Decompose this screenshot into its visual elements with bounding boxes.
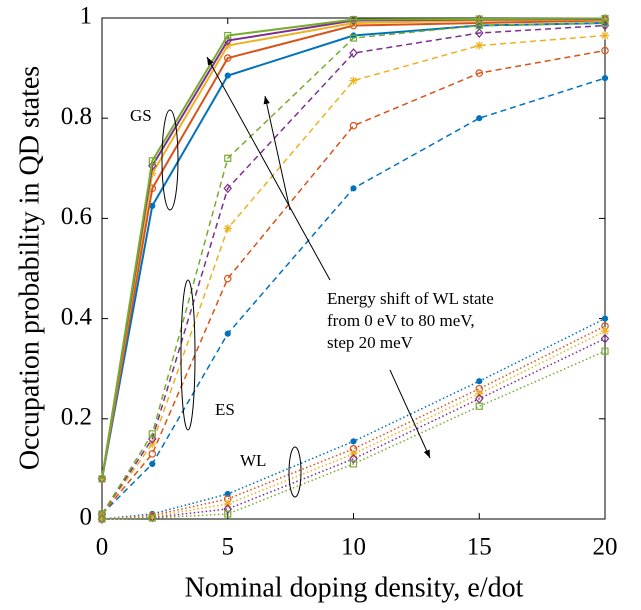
series-line — [101, 19, 606, 480]
y-tick-label: 0.8 — [61, 103, 92, 130]
marker — [349, 48, 358, 58]
arrow — [389, 369, 431, 459]
series-line — [101, 350, 606, 520]
marker — [476, 378, 483, 385]
marker — [349, 449, 358, 458]
marker — [350, 185, 357, 192]
marker — [97, 474, 107, 484]
axes-box — [101, 17, 606, 520]
marker — [148, 157, 156, 165]
marker — [223, 499, 232, 508]
marker — [148, 450, 157, 458]
marker — [350, 438, 357, 445]
marker — [223, 41, 232, 50]
marker — [475, 41, 484, 50]
y-tick-label: 1 — [80, 3, 93, 30]
plot-area: 00.20.40.60.810 5 10 15 20 — [61, 3, 618, 561]
annotation: from 0 eV to 80 meV, — [327, 311, 475, 330]
marker — [349, 34, 358, 42]
series-line — [101, 18, 606, 480]
marker — [600, 333, 610, 344]
marker — [148, 160, 157, 171]
marker — [224, 31, 232, 40]
marker — [148, 514, 156, 522]
marker — [601, 75, 609, 82]
x-tick-label: 5 — [222, 534, 235, 561]
marker — [349, 460, 358, 468]
es-ellipse — [180, 279, 196, 431]
y-tick-label: 0.2 — [61, 404, 92, 431]
marker — [223, 54, 232, 62]
series-line — [101, 337, 606, 520]
marker — [97, 514, 107, 524]
marker — [148, 169, 157, 178]
annotation: Energy shift of WL state — [327, 289, 494, 308]
arrow — [206, 56, 331, 281]
marker — [474, 28, 484, 38]
annotation: WL — [240, 451, 266, 470]
x-tick-label: 15 — [467, 534, 492, 561]
series-line — [101, 317, 606, 520]
x-tick-label: 10 — [341, 534, 366, 561]
marker — [148, 512, 157, 521]
series-line — [101, 325, 606, 520]
marker — [224, 330, 231, 337]
annotation: GS — [130, 106, 152, 125]
marker — [223, 274, 232, 283]
marker — [148, 430, 156, 438]
x-tick-label: 20 — [593, 534, 618, 561]
annotation: ES — [215, 400, 235, 419]
marker — [349, 453, 358, 464]
y-tick-label: 0 — [80, 504, 93, 531]
marker — [601, 327, 609, 336]
marker — [475, 389, 484, 398]
marker — [475, 402, 483, 410]
marker — [601, 347, 609, 355]
series-line — [101, 22, 606, 515]
marker — [600, 20, 610, 31]
marker — [349, 15, 358, 24]
marker — [224, 510, 232, 518]
marker — [476, 115, 483, 122]
wl-ellipse — [288, 446, 302, 498]
x-tick-label: 0 — [96, 534, 109, 561]
series-line — [101, 34, 606, 515]
marker — [349, 121, 358, 130]
y-tick-label: 0.4 — [61, 303, 93, 330]
marker — [475, 69, 484, 77]
marker — [223, 224, 232, 233]
marker — [98, 515, 106, 523]
marker — [601, 315, 609, 322]
y-tick-label: 0.6 — [61, 203, 92, 230]
marker — [98, 475, 106, 483]
marker — [224, 72, 231, 79]
marker — [601, 31, 609, 40]
series-line — [101, 22, 606, 480]
gs-ellipse — [161, 109, 179, 211]
marker — [475, 21, 483, 30]
marker — [475, 16, 484, 25]
series-line — [101, 18, 606, 480]
marker — [149, 460, 156, 467]
marker — [601, 46, 609, 55]
marker — [601, 19, 609, 27]
series-line — [101, 17, 606, 480]
x-axis-label: Nominal doping density, e/dot — [185, 572, 524, 603]
annotation: step 20 meV — [327, 333, 414, 352]
series-line — [101, 24, 606, 515]
marker — [223, 504, 233, 514]
series-line — [101, 49, 606, 515]
marker — [224, 154, 232, 162]
series-line — [101, 330, 606, 520]
marker — [224, 490, 231, 498]
marker — [148, 439, 157, 448]
annotations — [161, 56, 431, 498]
arrow — [263, 95, 291, 211]
marker — [349, 76, 358, 85]
marker — [223, 183, 233, 194]
y-axis-label: Occupation probability in QD states — [14, 66, 45, 470]
